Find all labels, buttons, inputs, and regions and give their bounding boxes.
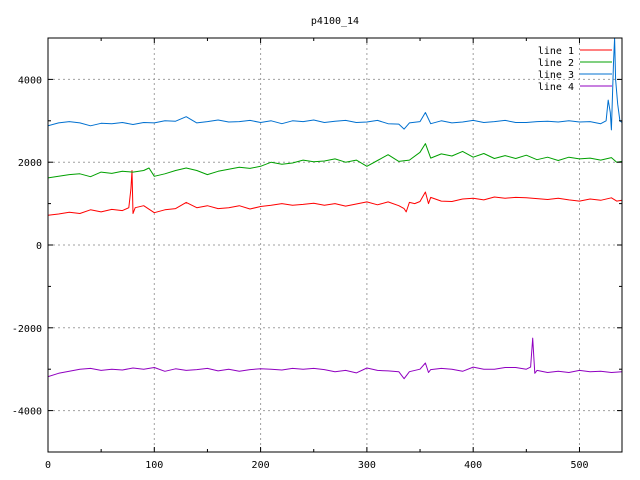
x-tick-label-2: 200	[252, 460, 270, 471]
y-tick-label-0: -4000	[12, 407, 42, 418]
x-tick-label-4: 400	[464, 460, 482, 471]
x-tick-label-5: 500	[570, 460, 588, 471]
y-tick-label-2: 0	[36, 241, 42, 252]
grid-lines	[48, 38, 622, 452]
chart-title: p4100_14	[311, 16, 359, 27]
axis-ticks: -4000 -2000 0 2000 4000 0 100 200 300 400 500	[12, 37, 622, 471]
x-tick-label-3: 300	[358, 460, 376, 471]
series-line-4	[48, 337, 622, 380]
y-tick-label-3: 2000	[18, 158, 42, 169]
legend-label-3: line 3	[538, 70, 574, 81]
x-tick-label-0: 0	[45, 460, 51, 471]
legend-label-4: line 4	[538, 82, 574, 93]
series-layer	[48, 38, 622, 380]
legend-label-2: line 2	[538, 58, 574, 69]
y-tick-label-4: 4000	[18, 75, 42, 86]
legend-label-1: line 1	[538, 46, 574, 57]
y-tick-label-1: -2000	[12, 324, 42, 335]
series-line-1	[48, 170, 622, 216]
x-tick-label-1: 100	[145, 460, 163, 471]
series-line-3	[48, 38, 622, 131]
series-line-2	[48, 143, 622, 179]
